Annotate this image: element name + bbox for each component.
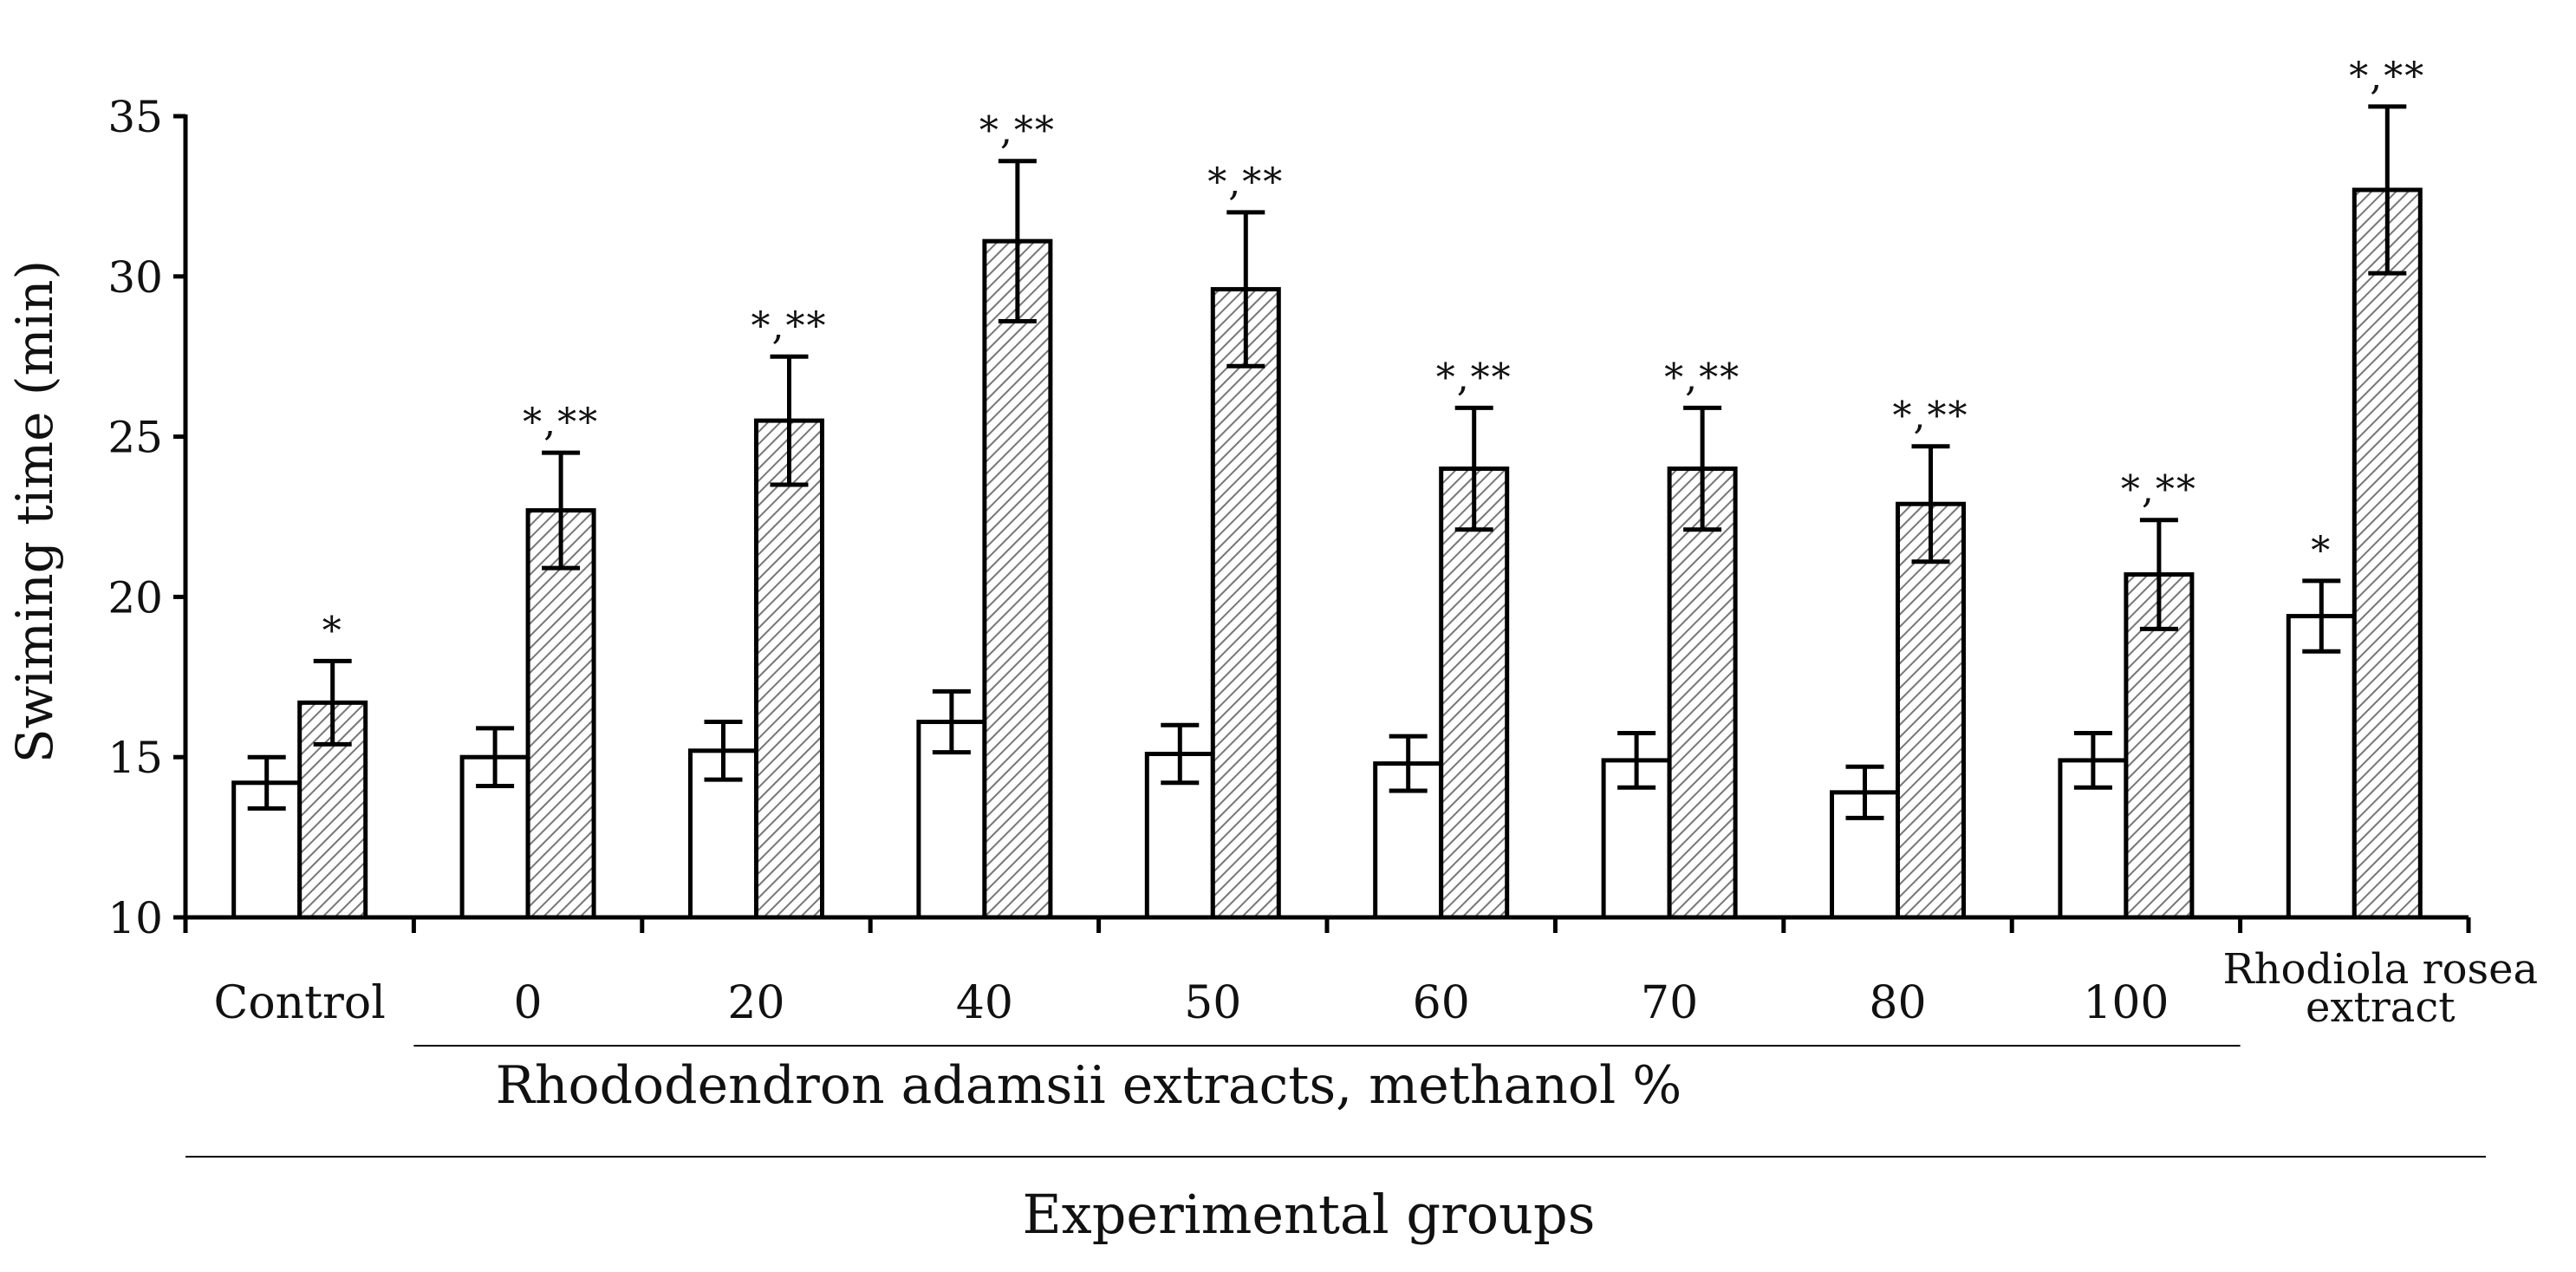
bar-after: [1210, 287, 1281, 920]
category-label: 40: [956, 977, 1013, 1029]
significance-mark: *,**: [2121, 468, 2197, 512]
y-tick-label: 15: [107, 733, 163, 783]
bar-before: [2286, 614, 2357, 920]
category-label: 60: [1413, 977, 1470, 1029]
bar-after: [754, 418, 824, 920]
y-tick-label: 25: [107, 413, 163, 463]
category-label: 100: [2083, 977, 2169, 1029]
bar-after: [1667, 466, 1738, 920]
significance-mark: *,**: [751, 304, 828, 349]
category-label-line: Rhodiola rosea: [2222, 945, 2538, 994]
y-tick-label: 30: [107, 252, 163, 303]
category-label: 20: [727, 977, 784, 1029]
y-tick-label: 10: [107, 893, 163, 943]
category-label: 70: [1641, 977, 1698, 1029]
bars: * *,** *,** *,** *,** *,** *,** *,** *,** * *,**: [231, 55, 2425, 920]
category-label: 80: [1869, 977, 1926, 1029]
bar-after: [982, 238, 1053, 920]
significance-mark: *,**: [2349, 55, 2425, 99]
category-label: 0: [514, 977, 543, 1029]
significance-mark: *,**: [1207, 160, 1284, 205]
bar-after: [2352, 187, 2423, 920]
significance-mark: *,**: [979, 109, 1056, 153]
y-tick-label: 35: [107, 92, 163, 142]
significance-mark: *,**: [1893, 395, 1969, 439]
significance-mark: *,**: [1436, 356, 1512, 400]
significance-mark: *: [2311, 529, 2332, 573]
bar-after: [1439, 466, 1510, 920]
category-label: Rhodiola rosea extract: [2222, 945, 2538, 1032]
x-axis-label: Experimental groups: [1023, 1183, 1596, 1246]
significance-mark: *,**: [1664, 356, 1740, 400]
significance-mark: *,**: [523, 401, 599, 445]
bar-after: [1896, 501, 1966, 920]
y-axis-label: Swiming time (min): [5, 260, 64, 763]
y-tick-label: 20: [107, 572, 163, 623]
labels: Rhododendron adamsii extracts, methanol …: [5, 260, 2538, 1246]
group-label: Rhododendron adamsii extracts, methanol …: [496, 1055, 1682, 1116]
bar-after: [525, 508, 596, 920]
category-label-line: extract: [2306, 983, 2456, 1032]
significance-mark: *: [322, 609, 343, 653]
category-label: 50: [1184, 977, 1241, 1029]
category-label: Control: [214, 977, 386, 1029]
